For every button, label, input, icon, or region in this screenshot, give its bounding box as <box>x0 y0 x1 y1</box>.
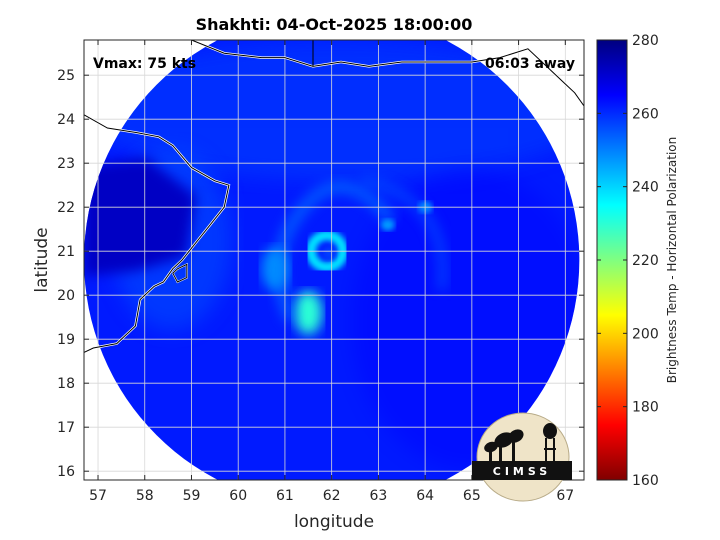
coastline-north <box>191 40 584 107</box>
y-tick-label: 21 <box>57 244 75 260</box>
colorbar-fill <box>596 39 628 481</box>
y-tick-label: 18 <box>57 376 75 392</box>
x-tick-label: 60 <box>229 488 247 504</box>
spiral-band <box>272 181 397 323</box>
y-axis: 16 17 18 19 20 21 22 23 24 25 <box>57 68 584 480</box>
coastline <box>84 40 584 354</box>
colorbar-tick-label: 160 <box>632 473 659 489</box>
y-tick-label: 25 <box>57 68 75 84</box>
logo-banner <box>472 461 572 480</box>
y-tick-label: 23 <box>57 156 75 172</box>
y-tick-label: 20 <box>57 288 75 304</box>
x-tick-label: 57 <box>89 488 107 504</box>
x-tick-label: 67 <box>556 488 574 504</box>
convection-cell <box>380 218 395 231</box>
water-tower-icon <box>543 423 557 461</box>
x-tick-label: 58 <box>136 488 154 504</box>
axes-frame <box>83 39 585 481</box>
y-tick-label: 19 <box>57 332 75 348</box>
y-tick-label: 24 <box>57 112 75 128</box>
x-tick-label: 62 <box>323 488 341 504</box>
colorbar: 160 180 200 220 240 260 280 Brightness Temp - … <box>596 33 679 489</box>
time-away-annotation: 06:03 away <box>485 56 575 72</box>
colorbar-label: Brightness Temp - Horizontal Polarizatio… <box>665 137 679 384</box>
x-tick-label: 61 <box>276 488 294 504</box>
chart-title: Shakhti: 04-Oct-2025 18:00:00 <box>196 15 473 34</box>
colorbar-tick-label: 220 <box>632 253 659 269</box>
x-tick-label: 59 <box>183 488 201 504</box>
satellite-dish-icon <box>484 429 524 461</box>
logo-text: CIMSS <box>493 465 551 478</box>
grid-lines <box>84 40 584 480</box>
land-feature <box>84 158 197 276</box>
colorbar-tick-label: 180 <box>632 400 659 416</box>
x-axis-label: longitude <box>294 512 374 532</box>
spiral-band <box>360 175 448 291</box>
rainband <box>294 290 323 335</box>
colorbar-tick-label: 260 <box>632 106 659 122</box>
cimss-logo: CIMSS <box>472 412 572 502</box>
x-tick-label: 65 <box>463 488 481 504</box>
y-tick-label: 22 <box>57 200 75 216</box>
colorbar-tick-label: 240 <box>632 180 659 196</box>
y-tick-label: 17 <box>57 420 75 436</box>
x-tick-label: 64 <box>416 488 434 504</box>
island-outline <box>172 263 188 283</box>
eye <box>321 246 336 261</box>
colorbar-tick-label: 200 <box>632 326 659 342</box>
y-axis-label: latitude <box>32 227 52 292</box>
coastline-west <box>84 114 230 353</box>
y-tick-label: 16 <box>57 464 75 480</box>
colorbar-tick-label: 280 <box>632 33 659 49</box>
vmax-annotation: Vmax: 75 kts <box>93 56 196 72</box>
x-tick-label: 63 <box>369 488 387 504</box>
